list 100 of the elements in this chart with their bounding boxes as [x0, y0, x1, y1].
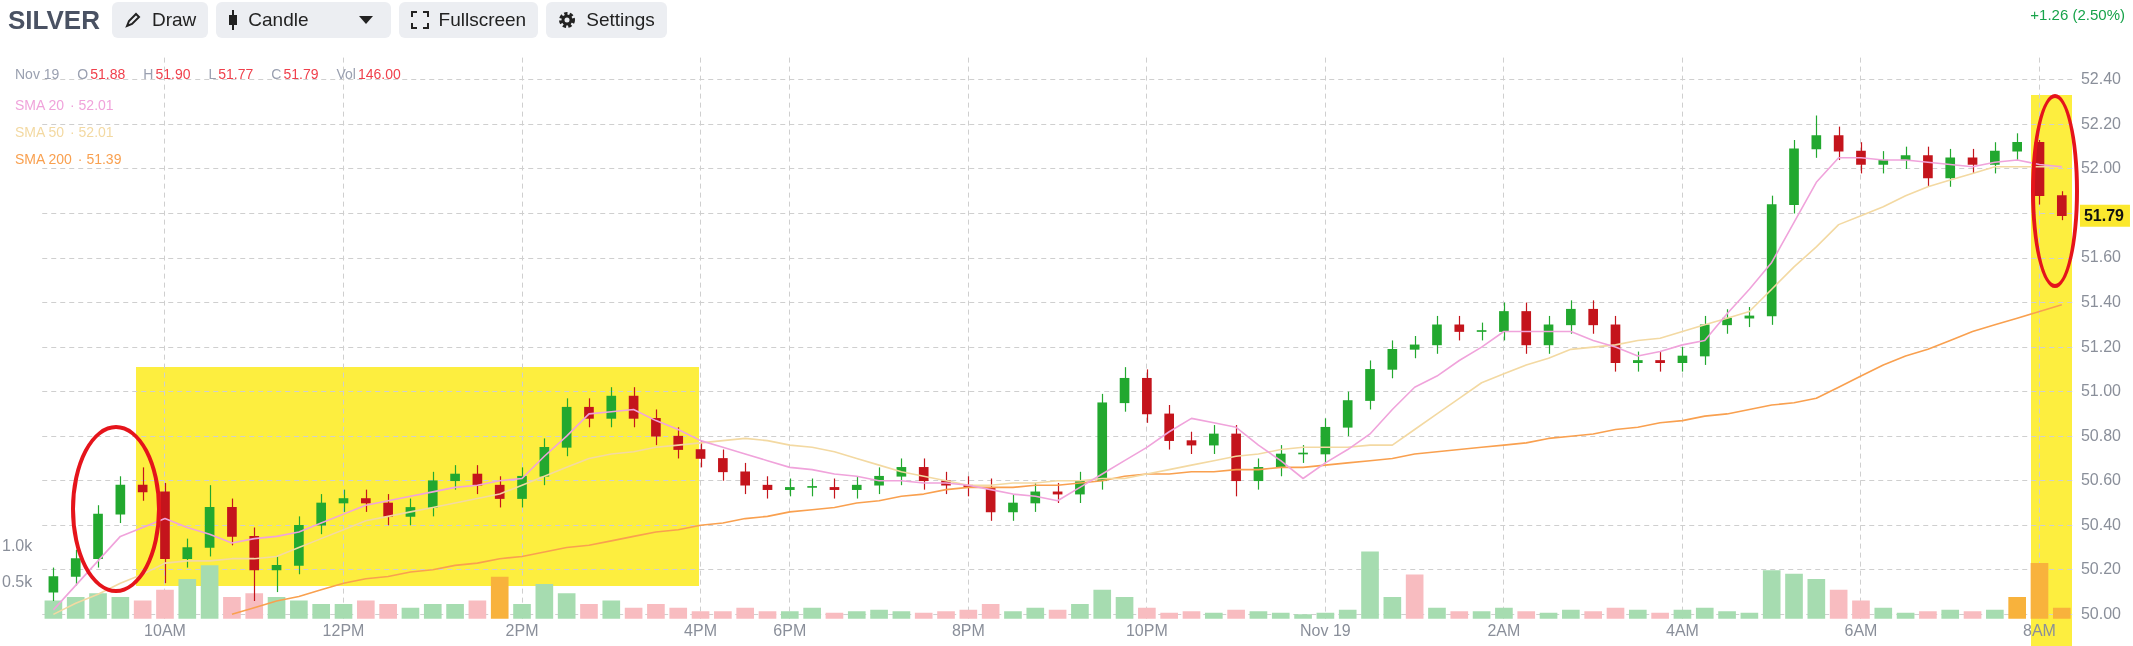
candlestick [1432, 315, 1442, 355]
candlestick [316, 493, 327, 535]
x-tick-label: 10AM [144, 621, 186, 639]
y-tick-label: 50.00 [2080, 604, 2122, 622]
candlestick [851, 475, 862, 500]
candlestick [1967, 148, 1978, 174]
bar [1785, 573, 1803, 619]
text: Draw [151, 9, 197, 31]
bar [245, 593, 264, 619]
candlestick [271, 555, 282, 593]
x-tick-label: 2PM [505, 621, 539, 639]
candlestick [1409, 335, 1420, 359]
annotation: 51.77 [218, 66, 254, 82]
bar [1405, 574, 1424, 619]
candlestick [673, 426, 684, 460]
bar [1986, 609, 2004, 619]
candlestick [2056, 190, 2067, 221]
candlestick [1923, 146, 1933, 188]
bar [847, 611, 866, 619]
annotation: · 52.01 [70, 124, 114, 140]
bar [580, 604, 598, 619]
x-tick-label: Nov 19 [1300, 621, 1351, 639]
text: SMA 50 [15, 124, 65, 140]
bar [1004, 611, 1022, 619]
x-tick-label: 10PM [1125, 621, 1168, 639]
x-tick-label: 8PM [951, 621, 985, 639]
y-tick-label: 50.20 [2080, 560, 2122, 578]
y-tick-label: 51.20 [2080, 337, 2122, 355]
bar [1852, 600, 1870, 619]
candlestick [606, 386, 617, 428]
bar [2052, 607, 2071, 619]
annotation: 51.88 [90, 66, 126, 82]
bar [1338, 609, 1357, 619]
candlestick [1811, 114, 1822, 159]
y-tick-label: 50.60 [2080, 471, 2122, 489]
bar [1227, 609, 1245, 619]
x-tick-label: 2AM [1487, 621, 1521, 639]
text: SMA 20 [15, 97, 65, 113]
bar [870, 609, 888, 619]
bar [223, 596, 241, 619]
candlestick [360, 489, 371, 513]
candlestick [494, 475, 505, 509]
bar [1428, 607, 1446, 619]
x-tick-label: 6AM [1844, 621, 1878, 639]
y-tick-label: 52.20 [2080, 114, 2122, 132]
y-tick-label: 51.40 [2080, 292, 2122, 310]
bar [1762, 570, 1781, 619]
annotation: 51.79 [283, 66, 319, 82]
bar [736, 607, 755, 619]
bar [89, 593, 107, 619]
x-tick-label: 4AM [1665, 621, 1699, 639]
bar [780, 611, 799, 619]
text: Settings [586, 9, 655, 31]
candlestick [182, 538, 193, 569]
annotation: C [271, 66, 282, 82]
bar [1628, 609, 1647, 619]
bar [981, 604, 1000, 619]
candlestick [762, 475, 773, 500]
y-tick-label: 50.40 [2080, 515, 2122, 533]
bar [1450, 611, 1469, 619]
candlestick [740, 462, 751, 495]
candlestick [1008, 493, 1018, 522]
candlestick [1588, 299, 1599, 335]
bar [178, 578, 197, 619]
bar [803, 607, 821, 619]
bar [2008, 596, 2026, 619]
chart-subtitle: +1.26 (2.50%) [2030, 6, 2125, 23]
bar [312, 604, 331, 619]
text: Candle [248, 9, 309, 31]
bar [1517, 611, 1536, 619]
bar [156, 589, 174, 619]
bar [1562, 609, 1580, 619]
candlestick [1186, 431, 1197, 455]
candlestick [1454, 315, 1465, 342]
candlestick [1566, 299, 1576, 335]
text: SMA 200 [15, 151, 72, 167]
candlestick [48, 566, 59, 602]
candlestick [829, 477, 840, 500]
bar [1071, 604, 1089, 619]
bar [1874, 607, 1893, 619]
text: Fullscreen [438, 9, 527, 31]
y2-tick-label: 1.0k [1, 537, 34, 555]
candlestick [2012, 132, 2022, 161]
candlestick [718, 448, 728, 482]
annotation: H [143, 66, 154, 82]
x-tick-label: 12PM [322, 621, 365, 639]
bar [1695, 607, 1714, 619]
candlestick [1945, 148, 1956, 188]
annotation: O [77, 66, 89, 82]
bar [490, 576, 509, 619]
bar [1138, 607, 1156, 619]
y-tick-label: 52.00 [2080, 159, 2122, 177]
candlestick [1208, 424, 1219, 455]
chart-title: SILVER [8, 4, 100, 36]
bar [1584, 611, 1603, 619]
x-tick-label: 6PM [773, 621, 807, 639]
candlestick [383, 493, 393, 526]
bar [334, 604, 353, 619]
annotation: Nov 19 [15, 66, 60, 82]
candlestick [70, 549, 81, 586]
